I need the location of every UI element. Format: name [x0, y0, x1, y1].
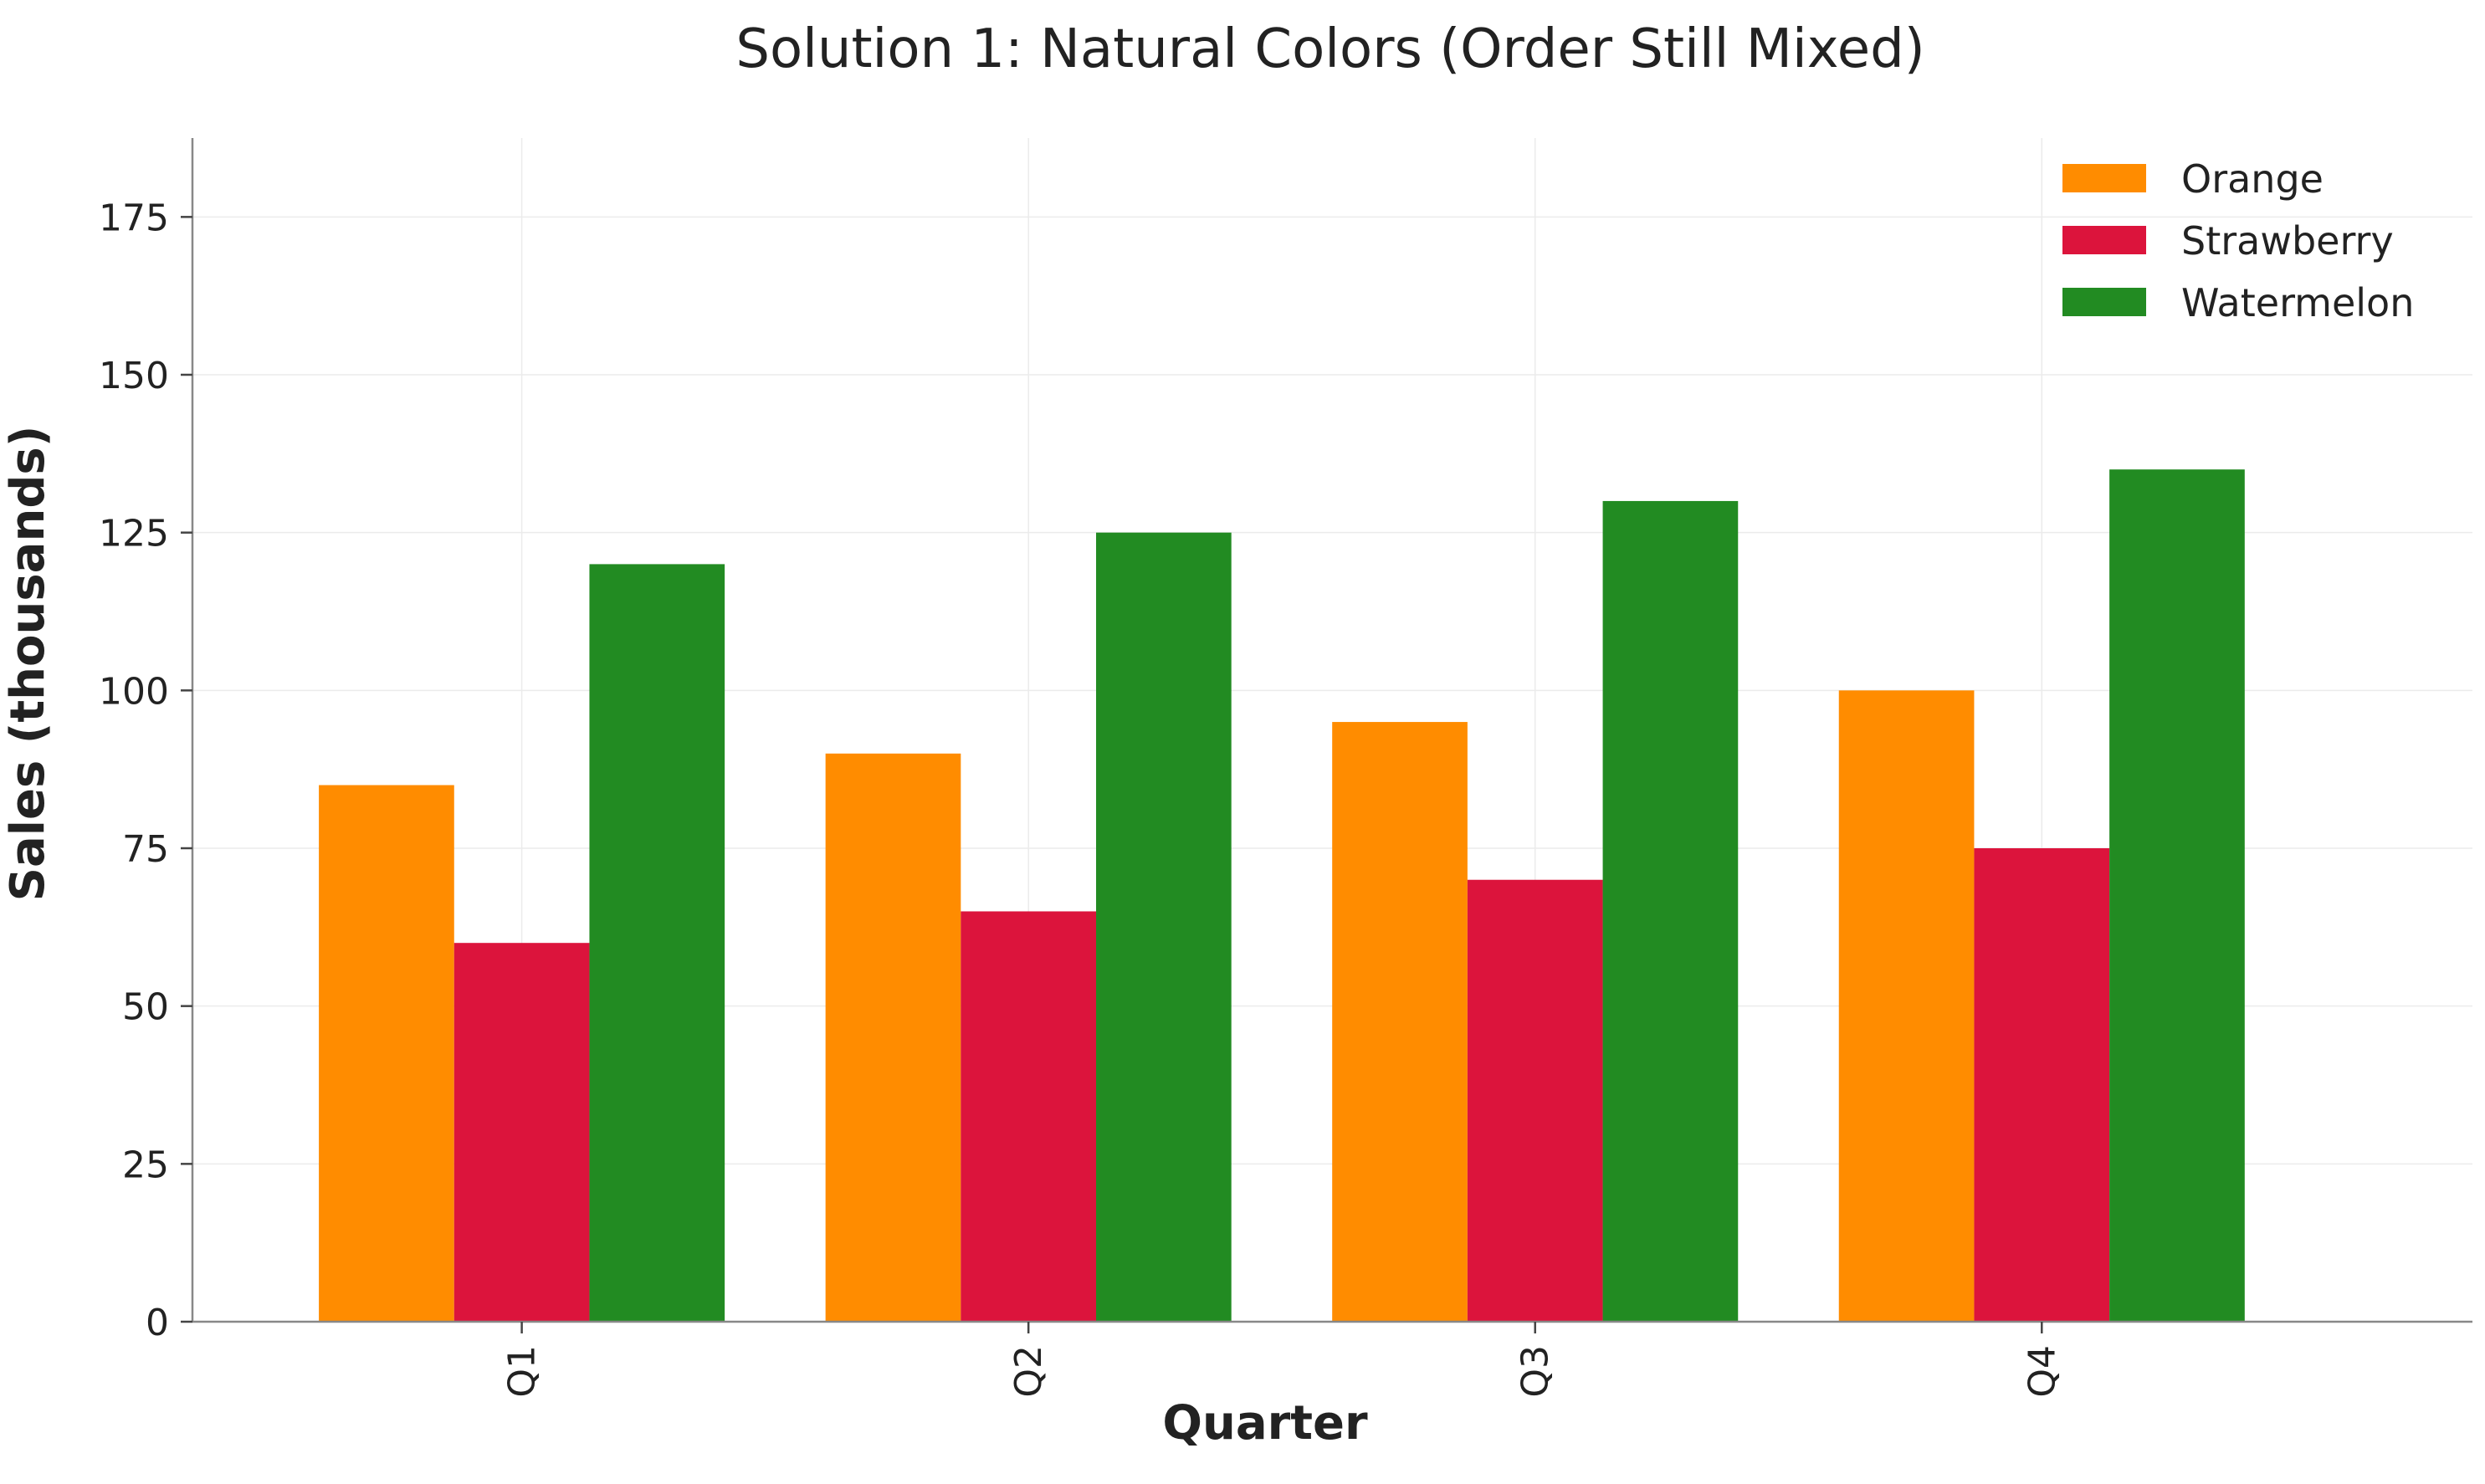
bar-watermelon-q4: [2109, 469, 2245, 1322]
y-tick-label: 125: [99, 513, 169, 555]
x-axis-ticks: Q1 Q2 Q3 Q4: [501, 1322, 2063, 1398]
x-axis-title: Quarter: [1162, 1396, 1368, 1451]
y-tick-label: 0: [146, 1302, 169, 1344]
bar-strawberry-q1: [453, 943, 590, 1322]
y-tick-label: 175: [99, 197, 169, 239]
y-tick-label: 50: [122, 986, 169, 1029]
y-tick-label: 75: [122, 828, 169, 871]
bar-strawberry-q2: [961, 911, 1097, 1322]
bar-watermelon-q3: [1602, 500, 1739, 1322]
bar-watermelon-q1: [589, 564, 725, 1322]
y-tick-label: 100: [99, 670, 169, 713]
y-tick-label: 150: [99, 355, 169, 397]
legend-swatch-watermelon: [2062, 288, 2146, 316]
chart-title: Solution 1: Natural Colors (Order Still …: [735, 18, 1924, 80]
x-tick-label: Q3: [1514, 1345, 1557, 1398]
y-tick-label: 25: [122, 1144, 169, 1186]
legend-swatch-orange: [2062, 164, 2146, 192]
x-tick-label: Q4: [2021, 1345, 2063, 1398]
y-axis-title: Sales (thousands): [1, 426, 55, 902]
legend-label-watermelon: Watermelon: [2181, 280, 2414, 325]
legend-swatch-strawberry: [2062, 226, 2146, 254]
bar-orange-q2: [825, 753, 961, 1322]
legend-label-orange: Orange: [2181, 156, 2324, 202]
legend: Orange Strawberry Watermelon: [2062, 156, 2414, 325]
axes: [191, 138, 2472, 1323]
x-tick-label: Q2: [1007, 1345, 1050, 1398]
bar-strawberry-q4: [1974, 848, 2110, 1322]
bars: [319, 469, 2245, 1322]
x-tick-label: Q1: [501, 1345, 544, 1398]
bar-watermelon-q2: [1096, 532, 1232, 1322]
y-axis-ticks: 0 25 50 75 100 125 150 175: [99, 197, 192, 1344]
bar-orange-q1: [319, 785, 454, 1322]
legend-label-strawberry: Strawberry: [2181, 218, 2394, 264]
bar-strawberry-q3: [1467, 879, 1603, 1322]
bar-orange-q3: [1332, 722, 1468, 1322]
bar-orange-q4: [1838, 690, 1975, 1322]
